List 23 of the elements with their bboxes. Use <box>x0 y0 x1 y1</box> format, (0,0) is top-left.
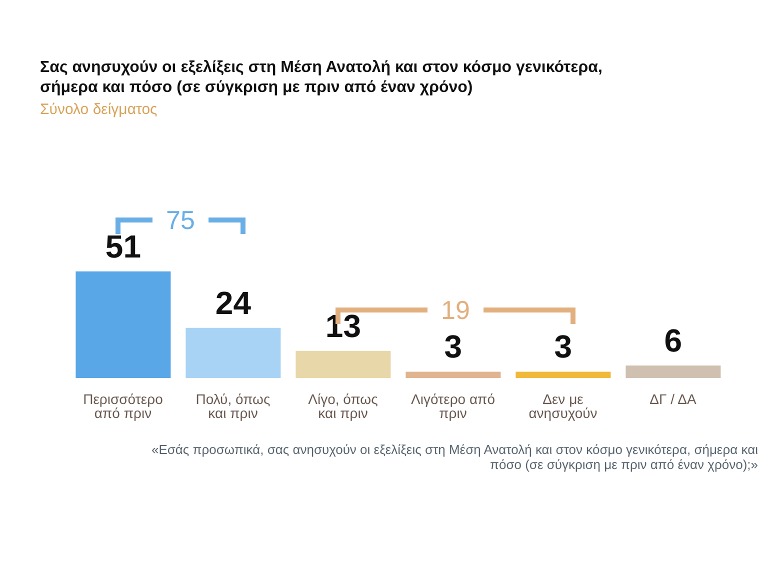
data-label: 51 <box>105 228 141 264</box>
bar <box>76 271 171 378</box>
text: «Εσάς προσωπικά, σας ανησυχούν οι εξελίξεις στη Μέση Ανατολή και στον κόσμο γενικότερα, σήμερα και πόσο (σε σύγκριση με πριν από έναν χρόνο);» <box>150 442 758 472</box>
chart-title: Σας ανησυχούν οι εξελίξεις στη Μέση Ανατολή και στον κόσμο γενικότερα, σήμερα και πόσο (σε σύγκριση με πριν από έναν χρόνο) <box>40 58 604 98</box>
data-label: 6 <box>664 322 682 358</box>
bar <box>626 365 721 378</box>
x-tick-label: Πολύ, όπως και πριν <box>196 390 270 421</box>
annotation: 19 <box>441 295 470 325</box>
data-label: 24 <box>215 284 252 321</box>
data-label: 3 <box>444 328 462 365</box>
chart-subtitle: Σύνολο δείγματος <box>40 101 158 118</box>
x-tick-label: Δεν με ανησυχούν <box>528 390 598 421</box>
x-tick-label: Περισσότερο από πριν <box>83 390 164 421</box>
data-label: 3 <box>554 328 572 365</box>
bar <box>406 372 501 378</box>
data-label: 13 <box>325 308 361 344</box>
x-tick-label: Λιγότερο από πριν <box>411 390 496 421</box>
x-tick-label: Λίγο, όπως και πριν <box>308 390 378 421</box>
text: 75 <box>166 205 195 235</box>
bar <box>516 372 611 378</box>
bar <box>186 328 281 378</box>
bar <box>296 350 391 378</box>
x-tick-label: ΔΓ / ΔΑ <box>650 390 697 407</box>
